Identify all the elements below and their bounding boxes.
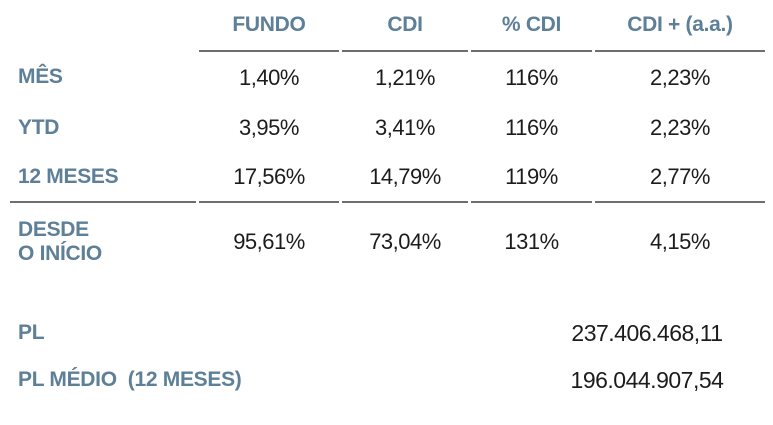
row-label: DESDE O INÍCIO — [18, 217, 102, 265]
performance-table: FUNDO CDI % CDI CDI + (a.a.) MÊS 1,40% 1… — [7, 0, 768, 281]
cell-value: 2,23% — [650, 115, 710, 140]
summary-label: PL MÉDIO (12 MESES) — [18, 368, 242, 391]
cell-value: 3,95% — [239, 115, 299, 140]
summary-value: 237.406.468,11 — [571, 319, 723, 346]
table-row-desde-o-inicio: DESDE O INÍCIO 95,61% 73,04% 131% 4,15% — [10, 203, 765, 281]
column-header-pct-cdi: % CDI — [471, 0, 592, 52]
cell-value: 2,23% — [650, 64, 710, 90]
cell-value: 116% — [505, 64, 558, 90]
column-header-fundo: FUNDO — [199, 0, 339, 52]
cell-value: 119% — [471, 153, 592, 203]
row-label: 12 MESES — [10, 153, 196, 203]
table-row-12-meses: 12 MESES 17,56% 14,79% 119% 2,77% — [10, 153, 765, 203]
cell-value: 4,15% — [650, 229, 710, 254]
summary-row-pl: PL 237.406.468,11 — [0, 314, 773, 352]
row-label: YTD — [18, 115, 60, 139]
column-header-cdi: CDI — [342, 0, 468, 52]
summary-row-pl-medio: PL MÉDIO (12 MESES) 196.044.907,54 — [0, 361, 773, 399]
summary-value: 196.044.907,54 — [570, 366, 724, 393]
cell-value: 131% — [504, 229, 559, 254]
table-row-ytd: YTD 3,95% 3,41% 116% 2,23% — [10, 103, 765, 153]
cell-value: 1,40% — [239, 64, 299, 90]
cell-value: 95,61% — [233, 229, 305, 254]
cell-value: 14,79% — [342, 153, 468, 203]
row-label: MÊS — [18, 65, 63, 89]
cell-value: 1,21% — [375, 64, 435, 90]
pl-summary: PL 237.406.468,11 PL MÉDIO (12 MESES) 19… — [0, 314, 773, 399]
cell-value: 2,77% — [595, 153, 765, 203]
cell-value: 17,56% — [199, 153, 339, 203]
cell-value: 3,41% — [375, 115, 435, 140]
cell-value: 116% — [505, 115, 558, 140]
header-row: FUNDO CDI % CDI CDI + (a.a.) — [10, 0, 765, 52]
cell-value: 73,04% — [369, 229, 441, 254]
column-header-cdi-plus: CDI + (a.a.) — [595, 0, 765, 52]
summary-label: PL — [18, 321, 45, 344]
corner-cell — [10, 0, 196, 52]
table-row-mes: MÊS 1,40% 1,21% 116% 2,23% — [10, 52, 765, 103]
